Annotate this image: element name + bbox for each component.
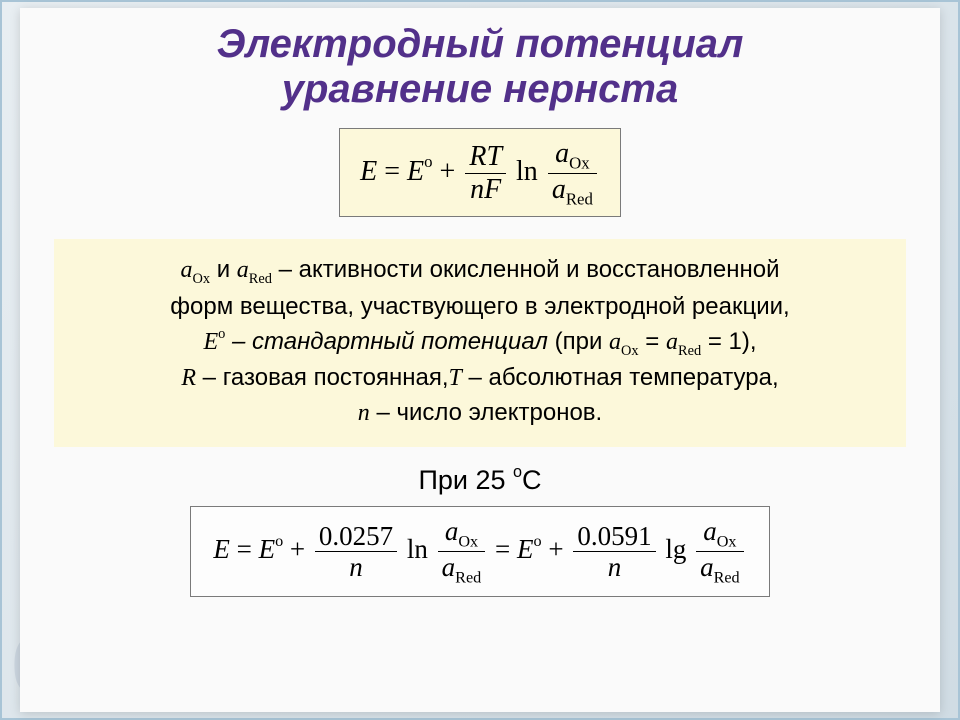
d-R: R bbox=[181, 365, 196, 391]
d-T: T bbox=[449, 365, 462, 391]
desc-line2: форм вещества, участвующего в электродно… bbox=[72, 290, 888, 325]
d-std: – стандартный потенциал bbox=[225, 328, 548, 355]
d-E0-deg: о bbox=[218, 326, 225, 342]
e2-ln: ln bbox=[407, 534, 428, 564]
e2-a2: a bbox=[442, 552, 456, 582]
slide-card: Электродный потенциал уравнение нернста … bbox=[20, 8, 940, 712]
d-temp: – абсолютная температура, bbox=[462, 364, 779, 391]
page-title: Электродный потенциал уравнение нернста bbox=[40, 22, 920, 112]
e2-r2-top: aOx bbox=[696, 517, 744, 552]
e2-E02: E bbox=[517, 534, 534, 564]
e2-r1-bot: aRed bbox=[438, 552, 486, 586]
e2-E0: E bbox=[259, 534, 276, 564]
e2-ox1: Ox bbox=[458, 532, 478, 550]
d-l1-tail: – активности окисленной и восстановленно… bbox=[272, 256, 780, 283]
title-line1: Электродный потенциал bbox=[217, 22, 744, 66]
eq1-ratio-top: aOx bbox=[548, 139, 597, 174]
nernst-equation-25c: E = Eo + 0.0257n ln aOxaRed = Eo + 0.059… bbox=[190, 506, 769, 597]
eq1-frac-top: RT bbox=[465, 142, 506, 173]
e2-r1-top: aOx bbox=[438, 517, 486, 552]
eq1-aox-sub: Ox bbox=[569, 153, 590, 172]
e2-red2: Red bbox=[714, 569, 740, 587]
equation1-wrap: E = Eo + RTnF ln aOxaRed bbox=[20, 128, 940, 217]
d-E0-sym: E bbox=[203, 329, 218, 355]
description-box: aOx и aRed – активности окисленной и вос… bbox=[54, 239, 906, 447]
e2-ox2: Ox bbox=[717, 532, 737, 550]
eq1-ared-sub: Red bbox=[566, 189, 593, 208]
eq1-deg-icon: o bbox=[424, 152, 432, 171]
temp-pre: При 25 bbox=[418, 465, 513, 495]
e2-plus1: + bbox=[283, 534, 312, 564]
desc-line5: n – число электронов. bbox=[72, 396, 888, 431]
e2-const2: 0.0591 bbox=[573, 522, 655, 552]
temp-deg-icon: о bbox=[513, 463, 522, 481]
eq1-frac-bot: nF bbox=[465, 174, 506, 204]
e2-E: E bbox=[213, 534, 230, 564]
e2-ratio1: aOxaRed bbox=[435, 517, 489, 587]
eq1-ratio-bot: aRed bbox=[548, 174, 597, 208]
e2-frac2: 0.0591n bbox=[570, 522, 658, 582]
eq1-eq: = bbox=[377, 156, 407, 187]
d-ared-sym: a bbox=[237, 257, 249, 283]
d-open: (при bbox=[548, 328, 609, 355]
d-n: n bbox=[358, 400, 370, 426]
d-elec: – число электронов. bbox=[370, 399, 602, 426]
eq1-E0: E bbox=[407, 156, 424, 187]
d3-ared-sub: Red bbox=[678, 342, 701, 358]
e2-a1: a bbox=[445, 516, 459, 546]
eq1-plus: + bbox=[433, 156, 463, 187]
e2-n1: n bbox=[315, 552, 397, 581]
eq1-ratio: aOxaRed bbox=[545, 139, 600, 208]
temperature-label: При 25 оС bbox=[20, 465, 940, 496]
e2-plus2: + bbox=[542, 534, 571, 564]
d3-ared-sym: a bbox=[666, 329, 678, 355]
d-aox-sym: a bbox=[180, 257, 192, 283]
e2-eq: = bbox=[230, 534, 259, 564]
d-aox-sub: Ox bbox=[192, 271, 210, 287]
e2-r2-bot: aRed bbox=[696, 552, 744, 586]
eq1-ln: ln bbox=[516, 156, 538, 187]
desc-line3: Eо – стандартный потенциал (при aOx = aR… bbox=[72, 325, 888, 362]
eq1-E: E bbox=[360, 156, 377, 187]
d3-eq1: = bbox=[639, 328, 666, 355]
desc-line4: R – газовая постоянная,T – абсолютная те… bbox=[72, 361, 888, 396]
temp-C: С bbox=[522, 465, 542, 495]
e2-red1: Red bbox=[455, 569, 481, 587]
e2-n2: n bbox=[573, 552, 655, 581]
e2-eq2: = bbox=[488, 534, 517, 564]
title-block: Электродный потенциал уравнение нернста bbox=[20, 8, 940, 124]
d-ared-sub: Red bbox=[249, 271, 272, 287]
d3-aox-sub: Ox bbox=[621, 342, 639, 358]
e2-a4: a bbox=[700, 552, 714, 582]
d-gas: – газовая постоянная, bbox=[196, 364, 449, 391]
e2-frac1: 0.0257n bbox=[312, 522, 400, 582]
e2-a3: a bbox=[703, 516, 717, 546]
eq1-aox-sym: a bbox=[555, 138, 569, 169]
equation2-wrap: E = Eo + 0.0257n ln aOxaRed = Eo + 0.059… bbox=[20, 506, 940, 597]
e2-ratio2: aOxaRed bbox=[693, 517, 747, 587]
eq1-RT-nF: RTnF bbox=[462, 142, 509, 204]
e2-const1: 0.0257 bbox=[315, 522, 397, 552]
e2-deg1-icon: o bbox=[275, 532, 283, 550]
d3-eq2: = 1), bbox=[701, 328, 756, 355]
e2-deg2-icon: o bbox=[533, 532, 541, 550]
e2-lg: lg bbox=[665, 534, 686, 564]
title-line2: уравнение нернста bbox=[282, 67, 679, 111]
d3-aox-sym: a bbox=[609, 329, 621, 355]
d-and: и bbox=[210, 256, 237, 283]
eq1-ared-sym: a bbox=[552, 174, 566, 205]
nernst-equation-general: E = Eo + RTnF ln aOxaRed bbox=[339, 128, 621, 217]
desc-line1: aOx и aRed – активности окисленной и вос… bbox=[72, 253, 888, 290]
